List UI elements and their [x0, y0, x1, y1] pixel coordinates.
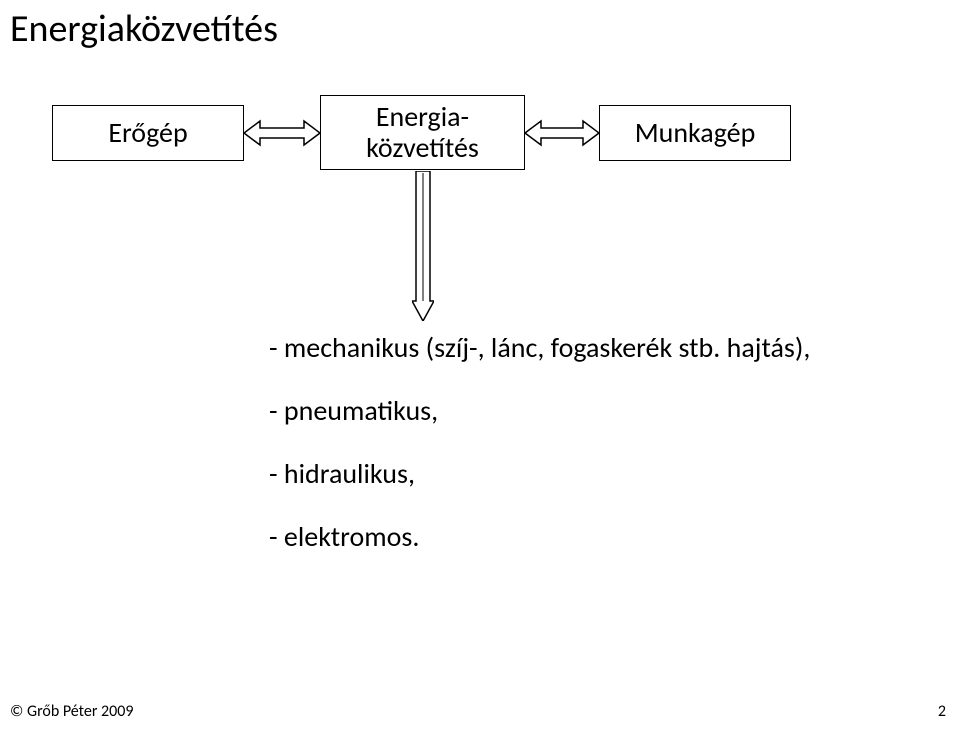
- bullet-item-3: - elektromos.: [269, 519, 810, 554]
- footer-copyright: © Grőb Péter 2009: [10, 702, 133, 721]
- arrow-left-mid: [244, 115, 320, 151]
- bullet-item-2: - hidraulikus,: [269, 456, 810, 491]
- bullet-list: - mechanikus (szíj-, lánc, fogaskerék st…: [269, 330, 810, 582]
- node-munkagep: Munkagép: [599, 105, 791, 161]
- node-energiakozvetites: Energia- közvetítés: [320, 95, 525, 170]
- node-erogep: Erőgép: [52, 105, 244, 161]
- arrow-mid-right: [525, 115, 599, 151]
- node-mid-label-bot: közvetítés: [366, 133, 479, 164]
- node-erogep-label: Erőgép: [108, 118, 187, 149]
- arrow-down: [412, 171, 434, 321]
- node-munkagep-label: Munkagép: [635, 118, 756, 149]
- footer-page-number: 2: [938, 702, 946, 721]
- bullet-item-1: - pneumatikus,: [269, 393, 810, 428]
- page-title: Energiaközvetítés: [10, 6, 278, 52]
- node-mid-label-top: Energia-: [376, 102, 469, 133]
- bullet-item-0: - mechanikus (szíj-, lánc, fogaskerék st…: [269, 330, 810, 365]
